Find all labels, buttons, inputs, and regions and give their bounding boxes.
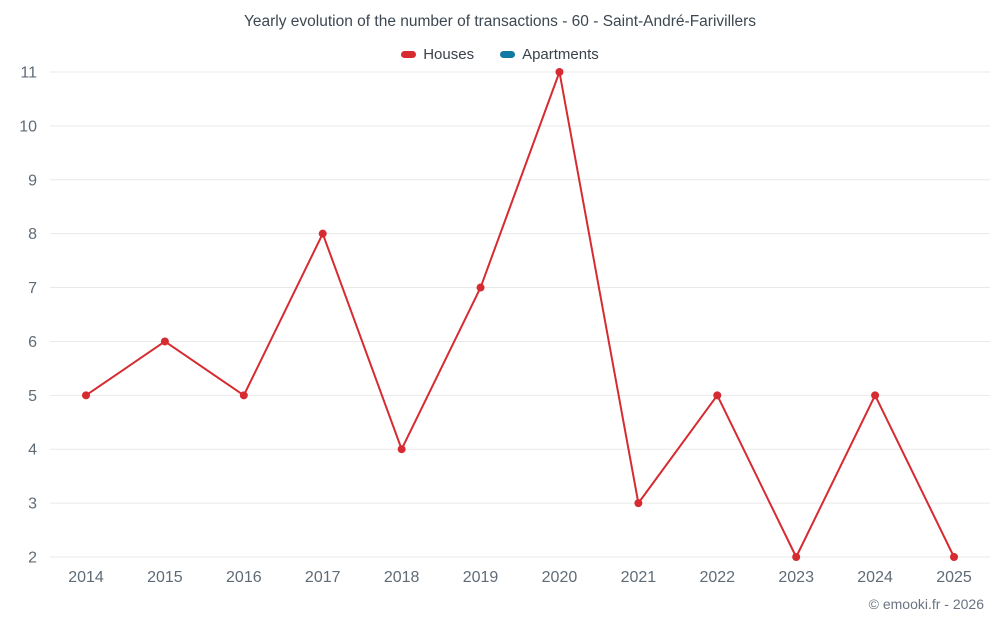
data-point-houses-2025[interactable] xyxy=(950,553,958,561)
data-point-houses-2016[interactable] xyxy=(239,391,248,400)
x-axis-tick-label: 2014 xyxy=(68,569,104,586)
y-axis-tick-label: 9 xyxy=(28,172,37,189)
y-axis-tick-label: 6 xyxy=(28,334,37,351)
x-axis-tick-label: 2016 xyxy=(226,569,262,586)
data-point-houses-2023[interactable] xyxy=(792,553,801,561)
y-axis-tick-label: 11 xyxy=(20,65,37,82)
y-axis-tick-label: 3 xyxy=(28,496,37,513)
houses-series-swatch-icon xyxy=(401,51,417,58)
x-axis-tick-label: 2015 xyxy=(147,569,183,586)
y-axis-tick-label: 4 xyxy=(28,442,37,459)
data-point-houses-2020[interactable] xyxy=(555,68,564,76)
legend-item-apartments[interactable]: Apartments xyxy=(500,46,599,63)
x-axis-tick-label: 2024 xyxy=(857,569,893,586)
x-axis-tick-label: 2019 xyxy=(463,569,499,586)
x-axis-tick-label: 2025 xyxy=(936,569,972,586)
y-axis-tick-label: 7 xyxy=(28,280,37,297)
data-point-houses-2017[interactable] xyxy=(318,229,327,238)
copyright-credit: © emooki.fr - 2026 xyxy=(868,596,984,612)
y-axis-tick-label: 2 xyxy=(28,550,37,567)
series-line-houses xyxy=(85,71,955,558)
x-axis-tick-label: 2017 xyxy=(305,569,341,586)
x-axis-tick-label: 2020 xyxy=(542,569,578,586)
x-axis-tick-label: 2018 xyxy=(384,569,420,586)
y-axis-tick-label: 8 xyxy=(28,226,37,243)
data-point-houses-2024[interactable] xyxy=(871,391,880,400)
chart-title: Yearly evolution of the number of transa… xyxy=(243,13,757,30)
data-point-houses-2022[interactable] xyxy=(713,391,722,400)
y-axis-tick-label: 5 xyxy=(28,388,37,405)
legend-label-apartments: Apartments xyxy=(522,46,599,63)
data-point-houses-2021[interactable] xyxy=(634,499,643,508)
x-axis-tick-label: 2022 xyxy=(699,569,735,586)
data-point-houses-2014[interactable] xyxy=(82,391,90,400)
data-point-houses-2015[interactable] xyxy=(160,337,169,346)
data-point-houses-2019[interactable] xyxy=(476,283,485,292)
apartments-series-swatch-icon xyxy=(500,51,516,58)
x-axis-tick-label: 2021 xyxy=(621,569,657,586)
legend-label-houses: Houses xyxy=(423,46,475,63)
chart-legend: Houses Apartments xyxy=(0,46,1000,63)
data-point-houses-2018[interactable] xyxy=(397,445,406,454)
x-axis-tick-label: 2023 xyxy=(778,569,814,586)
legend-item-houses[interactable]: Houses xyxy=(401,46,474,63)
y-axis-tick-label: 10 xyxy=(19,118,37,135)
